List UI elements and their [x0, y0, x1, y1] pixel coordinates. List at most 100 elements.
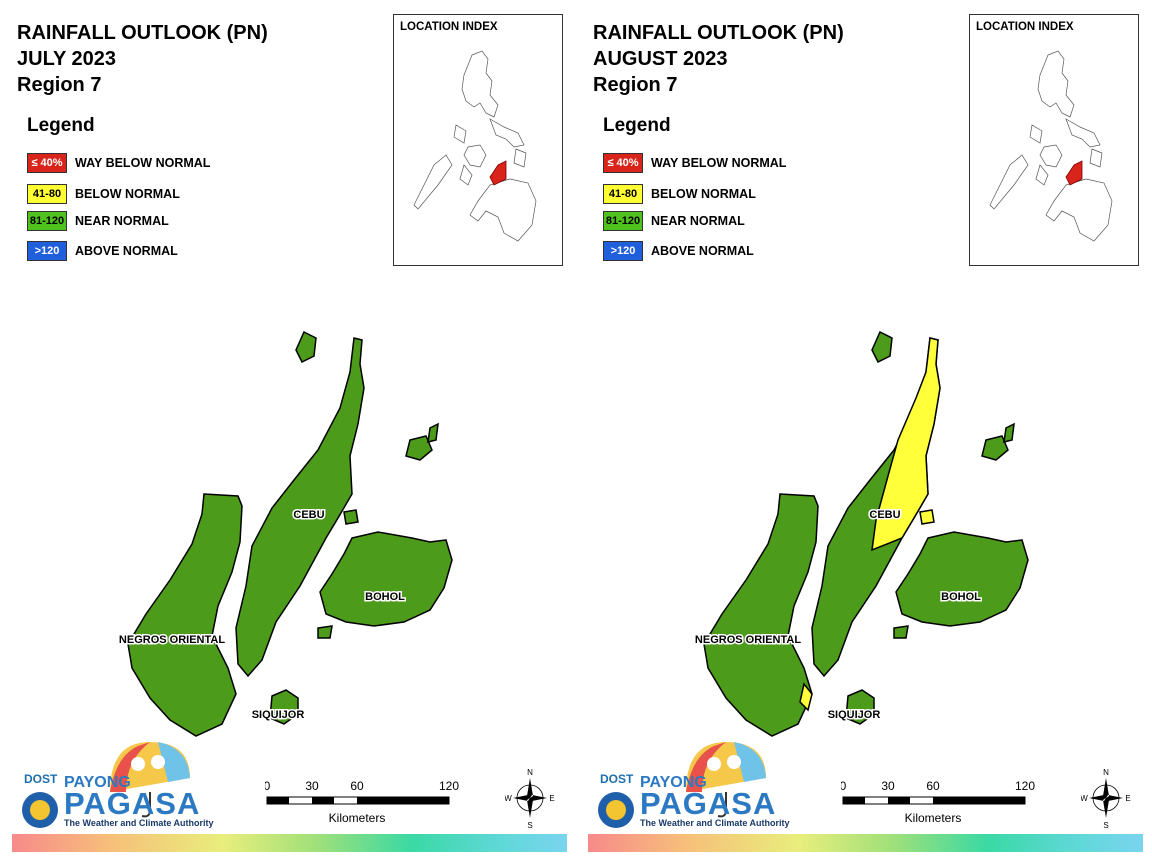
- siquijor-island: [845, 689, 875, 725]
- legend-item-above: >120 ABOVE NORMAL: [603, 240, 754, 262]
- compass-s: S: [1103, 821, 1108, 830]
- legend-item-below: 41-80 BELOW NORMAL: [603, 183, 756, 205]
- label-negros-oriental: NEGROS ORIENTAL: [119, 634, 225, 646]
- island-camotes-small: [1003, 422, 1015, 443]
- label-siquijor: SIQUIJOR: [828, 709, 881, 721]
- scale-bar: 0 30 60 120 Kilometers: [265, 779, 459, 825]
- logo-dost: DOST: [24, 772, 58, 786]
- location-index-title: LOCATION INDEX: [976, 21, 1074, 33]
- compass-w: W: [1081, 794, 1088, 803]
- philippines-outline-map: [989, 50, 1113, 242]
- legend-swatch: ≤ 40%: [603, 153, 643, 173]
- legend-swatch: 81-120: [27, 211, 67, 231]
- negros-oriental: [703, 493, 819, 737]
- legend-swatch: >120: [27, 241, 67, 261]
- logo-tagline: The Weather and Climate Authority: [640, 818, 790, 828]
- color-gradient-bar: [12, 834, 567, 852]
- region-7-highlight: [1065, 160, 1083, 186]
- logo-tagline: The Weather and Climate Authority: [64, 818, 214, 828]
- bohol-island: [319, 531, 453, 627]
- cebu-island: [235, 337, 365, 678]
- cebu-below-normal-zone: [871, 337, 941, 552]
- legend-item-below: 41-80 BELOW NORMAL: [27, 183, 180, 205]
- legend-item-near: 81-120 NEAR NORMAL: [27, 210, 169, 232]
- legend-swatch: ≤ 40%: [27, 153, 67, 173]
- compass-e: E: [549, 794, 554, 803]
- scale-tick: 30: [305, 779, 319, 793]
- label-bohol: BOHOL: [941, 591, 981, 603]
- logo-pagasa: PAGASA: [640, 786, 777, 821]
- region-map: CEBU BOHOL NEGROS ORIENTAL SIQUIJOR: [693, 330, 1029, 737]
- legend-label: WAY BELOW NORMAL: [75, 156, 211, 170]
- negros-below-normal-tip: [799, 682, 813, 712]
- legend-title: Legend: [603, 115, 671, 136]
- legend-label: BELOW NORMAL: [651, 187, 756, 201]
- panel-title: RAINFALL OUTLOOK (PN) JULY 2023 Region 7: [17, 20, 268, 98]
- legend-swatch: 81-120: [603, 211, 643, 231]
- scale-unit: Kilometers: [905, 811, 962, 825]
- island-bantayan: [871, 330, 893, 364]
- island-mactan: [919, 509, 935, 525]
- island-small: [893, 625, 909, 639]
- compass-w: W: [505, 794, 512, 803]
- title-line-2: AUGUST 2023: [593, 48, 728, 70]
- legend-item-way-below: ≤ 40% WAY BELOW NORMAL: [27, 152, 210, 174]
- scale-unit: Kilometers: [329, 811, 386, 825]
- logo-payong: PAYONG: [64, 774, 131, 791]
- island-camotes-small: [427, 422, 439, 443]
- scale-tick: 30: [881, 779, 895, 793]
- title-line-2: JULY 2023: [17, 48, 116, 70]
- scale-tick: 120: [1015, 779, 1035, 793]
- label-siquijor: SIQUIJOR: [252, 709, 305, 721]
- logo-dost: DOST: [600, 772, 634, 786]
- negros-oriental: [127, 493, 243, 737]
- island-camotes: [405, 435, 433, 461]
- scale-bar: 0 30 60 120 Kilometers: [841, 779, 1035, 825]
- legend-label: BELOW NORMAL: [75, 187, 180, 201]
- legend-label: ABOVE NORMAL: [651, 244, 754, 258]
- scale-tick: 60: [350, 779, 364, 793]
- title-line-1: RAINFALL OUTLOOK (PN): [17, 22, 268, 44]
- legend-swatch: 41-80: [27, 184, 67, 204]
- compass-s: S: [527, 821, 532, 830]
- legend-item-near: 81-120 NEAR NORMAL: [603, 210, 745, 232]
- label-negros-oriental: NEGROS ORIENTAL: [695, 634, 801, 646]
- scale-tick: 120: [439, 779, 459, 793]
- siquijor-island: [269, 689, 299, 725]
- title-line-3: Region 7: [593, 74, 678, 96]
- legend-title: Legend: [27, 115, 95, 136]
- legend-label: WAY BELOW NORMAL: [651, 156, 787, 170]
- scale-tick: 60: [926, 779, 940, 793]
- logo-pagasa: PAGASA: [64, 786, 201, 821]
- legend-item-above: >120 ABOVE NORMAL: [27, 240, 178, 262]
- panel-august: RAINFALL OUTLOOK (PN) AUGUST 2023 Region…: [576, 0, 1152, 864]
- panel-july: RAINFALL OUTLOOK (PN) JULY 2023 Region 7…: [12, 14, 567, 852]
- island-bantayan: [295, 330, 317, 364]
- compass-rose-icon: N S E W: [505, 768, 555, 830]
- label-cebu: CEBU: [293, 509, 324, 521]
- compass-rose-icon: N S E W: [1081, 768, 1131, 830]
- logo-payong: PAYONG: [640, 774, 707, 791]
- label-cebu: CEBU: [869, 509, 900, 521]
- compass-n: N: [527, 768, 533, 777]
- legend-item-way-below: ≤ 40% WAY BELOW NORMAL: [603, 152, 786, 174]
- legend-label: NEAR NORMAL: [75, 214, 169, 228]
- region-7-highlight: [489, 160, 507, 186]
- scale-tick: 0: [265, 779, 271, 793]
- legend-swatch: >120: [603, 241, 643, 261]
- panel-title: RAINFALL OUTLOOK (PN) AUGUST 2023 Region…: [593, 20, 844, 98]
- island-mactan: [343, 509, 359, 525]
- bohol-island: [895, 531, 1029, 627]
- color-gradient-bar: [588, 834, 1143, 852]
- philippines-outline-map: [413, 50, 537, 242]
- legend-label: ABOVE NORMAL: [75, 244, 178, 258]
- location-index: LOCATION INDEX: [393, 14, 563, 266]
- scale-tick: 0: [841, 779, 847, 793]
- compass-n: N: [1103, 768, 1109, 777]
- title-line-3: Region 7: [17, 74, 102, 96]
- pagasa-umbrella-logo: [22, 742, 190, 828]
- location-index-title: LOCATION INDEX: [400, 21, 498, 33]
- title-line-1: RAINFALL OUTLOOK (PN): [593, 22, 844, 44]
- pagasa-umbrella-logo: [598, 742, 766, 828]
- island-camotes: [981, 435, 1009, 461]
